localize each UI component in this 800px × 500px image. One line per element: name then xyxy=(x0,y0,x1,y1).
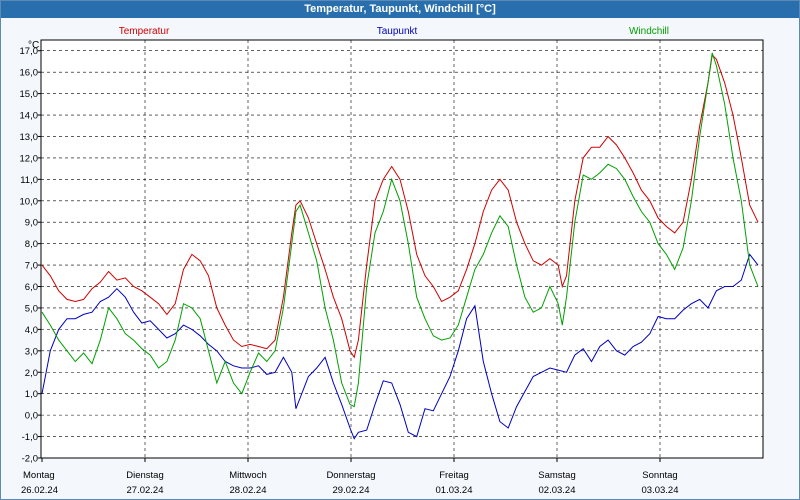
y-tick-label: 8,0 xyxy=(25,239,38,250)
chart: -2,0 -1,0 0,0 1,0 2,0 3,0 4,0 5,0 6,0 7,0 8,0 9,0 10… xyxy=(20,26,764,496)
series-line-temperatur xyxy=(41,53,759,359)
y-tick-label: 16,0 xyxy=(20,68,39,79)
legend: Temperatur Taupunkt Windchill xyxy=(119,26,669,37)
y-tick-label: 10,0 xyxy=(20,196,39,207)
y-tick-label: 5,0 xyxy=(25,303,38,314)
y-tick-label: 11,0 xyxy=(20,175,38,186)
x-date-label: 02.03.24 xyxy=(539,485,576,496)
series-line-taupunkt xyxy=(41,253,759,440)
y-tick-label: 13,0 xyxy=(20,132,39,143)
y-axis: -2,0 -1,0 0,0 1,0 2,0 3,0 4,0 5,0 6,0 7,0 8,0 9,0 10… xyxy=(20,46,41,465)
y-tick-label: 1,0 xyxy=(25,389,38,400)
x-weekday-label: Montag xyxy=(23,470,55,481)
y-tick-label: 3,0 xyxy=(25,346,38,357)
y-tick-label: -1,0 xyxy=(22,432,38,443)
x-date-label: 26.02.24 xyxy=(21,485,58,496)
x-weekday-label: Sonntag xyxy=(642,470,677,481)
y-tick-label: 15,0 xyxy=(20,89,39,100)
chart-title: Temperatur, Taupunkt, Windchill [°C] xyxy=(1,1,799,18)
x-weekday-label: Donnerstag xyxy=(326,470,375,481)
x-date-label: 28.02.24 xyxy=(230,485,267,496)
x-date-label: 01.03.24 xyxy=(436,485,473,496)
y-tick-label: 6,0 xyxy=(25,282,38,293)
y-tick-label: 2,0 xyxy=(25,368,38,379)
x-weekday-label: Dienstag xyxy=(126,470,164,481)
legend-entry: Temperatur xyxy=(119,26,170,37)
x-axis: Montag 26.02.24 Dienstag 27.02.24 Mittwoch 28… xyxy=(21,458,678,496)
y-tick-label: 4,0 xyxy=(25,325,38,336)
series-group xyxy=(41,52,759,440)
y-tick-label: 9,0 xyxy=(25,218,38,229)
x-date-label: 29.02.24 xyxy=(333,485,370,496)
y-tick-label: 7,0 xyxy=(25,261,38,272)
grid xyxy=(41,40,763,459)
legend-entry: Windchill xyxy=(629,26,669,37)
y-tick-label: -2,0 xyxy=(22,454,38,465)
x-weekday-label: Mittwoch xyxy=(229,470,266,481)
y-tick-label: 14,0 xyxy=(20,111,39,122)
series-line-windchill xyxy=(41,52,759,408)
y-tick-label: 17,0 xyxy=(20,46,39,57)
x-date-label: 27.02.24 xyxy=(127,485,164,496)
plot-area xyxy=(40,39,764,459)
legend-entry: Taupunkt xyxy=(377,26,418,37)
x-weekday-label: Samstag xyxy=(538,470,576,481)
y-axis-unit: °C xyxy=(28,40,39,51)
y-tick-label: 12,0 xyxy=(20,153,39,164)
y-tick-label: 0,0 xyxy=(25,411,38,422)
x-date-label: 03.03.24 xyxy=(642,485,679,496)
x-weekday-label: Freitag xyxy=(439,470,469,481)
